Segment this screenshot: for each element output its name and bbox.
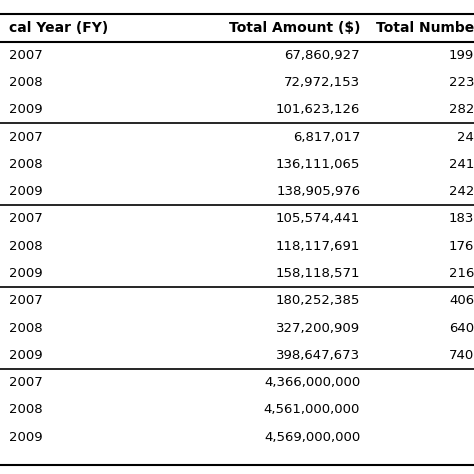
Text: 4,569,000,000: 4,569,000,000 — [264, 431, 360, 444]
Text: cal Year (FY): cal Year (FY) — [9, 21, 109, 35]
Text: 72,972,153: 72,972,153 — [284, 76, 360, 89]
Text: 4,561,000,000: 4,561,000,000 — [264, 403, 360, 417]
Text: 241: 241 — [448, 158, 474, 171]
Text: 216: 216 — [448, 267, 474, 280]
Text: 2007: 2007 — [9, 376, 43, 389]
Text: 2008: 2008 — [9, 158, 43, 171]
Text: 118,117,691: 118,117,691 — [276, 240, 360, 253]
Text: 2009: 2009 — [9, 267, 43, 280]
Text: 136,111,065: 136,111,065 — [276, 158, 360, 171]
Text: 183: 183 — [448, 212, 474, 226]
Text: 101,623,126: 101,623,126 — [276, 103, 360, 116]
Text: 2007: 2007 — [9, 49, 43, 62]
Text: 180,252,385: 180,252,385 — [276, 294, 360, 307]
Text: 199: 199 — [449, 49, 474, 62]
Text: 105,574,441: 105,574,441 — [276, 212, 360, 226]
Text: 67,860,927: 67,860,927 — [284, 49, 360, 62]
Text: 282: 282 — [448, 103, 474, 116]
Text: 2009: 2009 — [9, 431, 43, 444]
Text: 176: 176 — [448, 240, 474, 253]
Text: 2007: 2007 — [9, 212, 43, 226]
Text: Total Amount ($): Total Amount ($) — [229, 21, 360, 35]
Text: 640: 640 — [449, 321, 474, 335]
Text: 6,817,017: 6,817,017 — [293, 130, 360, 144]
Text: 24: 24 — [457, 130, 474, 144]
Text: 158,118,571: 158,118,571 — [276, 267, 360, 280]
Text: 398,647,673: 398,647,673 — [276, 349, 360, 362]
Text: 2008: 2008 — [9, 321, 43, 335]
Text: Total Numbe: Total Numbe — [376, 21, 474, 35]
Text: 406: 406 — [449, 294, 474, 307]
Text: 2009: 2009 — [9, 349, 43, 362]
Text: 242: 242 — [448, 185, 474, 198]
Text: 2009: 2009 — [9, 103, 43, 116]
Text: 223: 223 — [448, 76, 474, 89]
Text: 2008: 2008 — [9, 403, 43, 417]
Text: 2009: 2009 — [9, 185, 43, 198]
Text: 2008: 2008 — [9, 76, 43, 89]
Text: 4,366,000,000: 4,366,000,000 — [264, 376, 360, 389]
Text: 740: 740 — [449, 349, 474, 362]
Text: 138,905,976: 138,905,976 — [276, 185, 360, 198]
Text: 2007: 2007 — [9, 294, 43, 307]
Text: 2008: 2008 — [9, 240, 43, 253]
Text: 2007: 2007 — [9, 130, 43, 144]
Text: 327,200,909: 327,200,909 — [276, 321, 360, 335]
